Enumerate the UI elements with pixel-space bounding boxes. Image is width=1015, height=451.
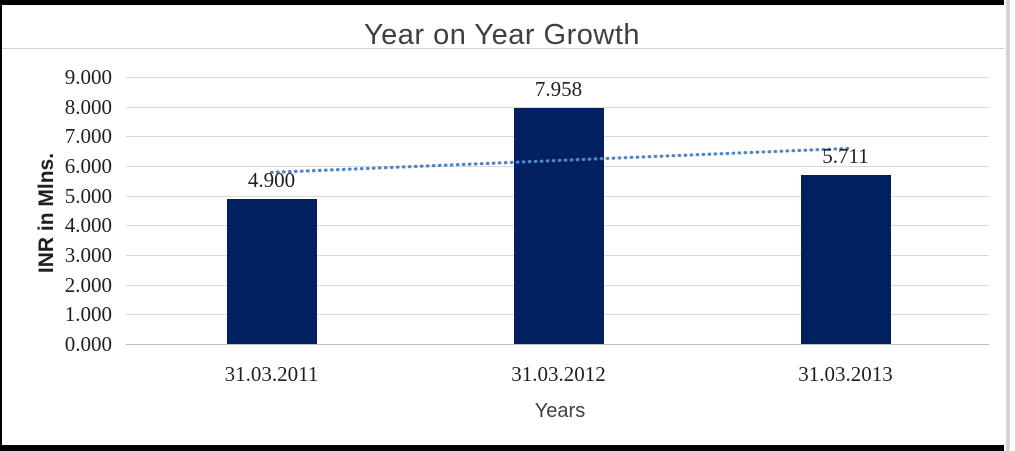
- chart-title: Year on Year Growth: [363, 19, 641, 51]
- document-row-divider: [2, 48, 1004, 49]
- frame-border-top: [0, 0, 1004, 5]
- y-tick-label: 8.000: [64, 94, 112, 119]
- x-axis-title: Years: [534, 400, 586, 422]
- frame-border-left: [0, 0, 2, 445]
- y-tick-label: 9.000: [64, 65, 112, 89]
- x-axis-line: [126, 344, 989, 345]
- gridline: [126, 77, 989, 78]
- frame-right-strip: [1006, 0, 1010, 451]
- y-tick-label: 2.000: [64, 272, 112, 297]
- y-tick-label: 1.000: [64, 302, 112, 327]
- y-tick-label: 4.000: [64, 213, 112, 238]
- bar: [226, 198, 317, 344]
- y-tick-label: 7.000: [64, 124, 112, 149]
- bar: [513, 107, 604, 344]
- bar: [800, 174, 891, 344]
- category-label: 31.03.2011: [224, 362, 319, 386]
- gridline: [126, 106, 989, 108]
- y-tick-label: 3.000: [64, 243, 112, 267]
- y-tick-label: 0.000: [64, 332, 112, 356]
- frame-border-bottom: [0, 445, 1004, 451]
- bar-data-label: 4.900: [247, 167, 296, 192]
- bar-data-label: 5.711: [822, 143, 869, 168]
- category-label: 31.03.2012: [511, 362, 606, 386]
- bar-data-label: 7.958: [534, 76, 583, 101]
- category-label: 31.03.2013: [798, 362, 893, 386]
- y-tick-label: 6.000: [64, 154, 112, 178]
- y-tick-label: 5.000: [64, 183, 112, 208]
